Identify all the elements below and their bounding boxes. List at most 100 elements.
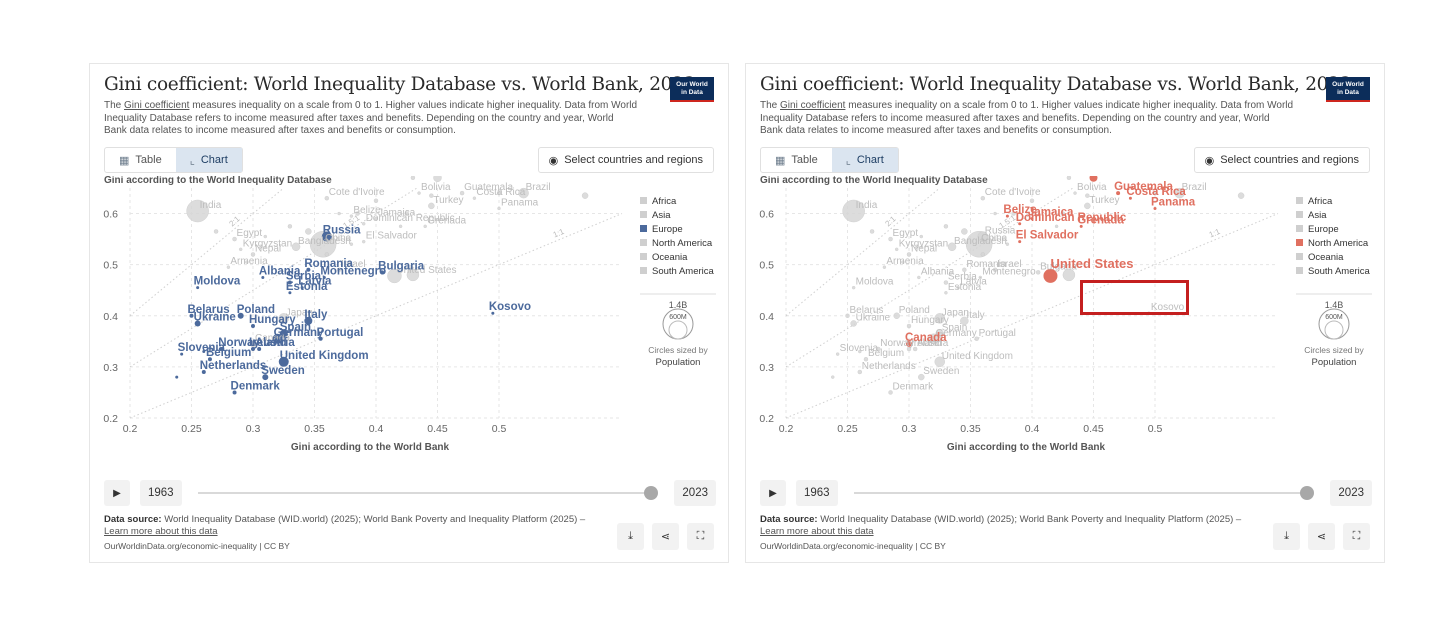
data-point[interactable] — [321, 231, 332, 242]
legend-swatch[interactable] — [1296, 225, 1303, 232]
legend-label[interactable]: Oceania — [1308, 252, 1344, 263]
legend-swatch[interactable] — [640, 225, 647, 232]
data-point[interactable] — [278, 356, 289, 367]
legend-label[interactable]: South America — [1308, 266, 1370, 277]
data-point[interactable] — [272, 333, 283, 344]
data-point[interactable] — [977, 231, 989, 242]
data-point[interactable] — [993, 211, 997, 216]
legend-swatch[interactable] — [1296, 211, 1303, 218]
data-point[interactable] — [850, 320, 857, 327]
data-point[interactable] — [278, 313, 289, 324]
data-point[interactable] — [1011, 211, 1016, 216]
fullscreen-button[interactable]: ⛶ — [687, 523, 714, 550]
data-point[interactable] — [845, 313, 850, 319]
legend-swatch[interactable] — [1296, 267, 1303, 274]
data-point[interactable] — [863, 356, 869, 362]
source-url[interactable]: OurWorldinData.org/economic-inequality |… — [104, 541, 290, 551]
data-point[interactable] — [404, 211, 409, 216]
data-point[interactable] — [1018, 222, 1022, 226]
data-point[interactable] — [180, 352, 184, 356]
data-point[interactable] — [876, 346, 881, 352]
data-point[interactable] — [428, 202, 435, 210]
share-button[interactable]: ⋖ — [652, 523, 679, 550]
data-point[interactable] — [1128, 196, 1132, 200]
data-point[interactable] — [261, 275, 265, 279]
data-point[interactable] — [1043, 268, 1058, 283]
data-point[interactable] — [322, 275, 326, 279]
legend-label[interactable]: South America — [652, 266, 714, 277]
data-point[interactable] — [429, 193, 434, 198]
data-point[interactable] — [893, 312, 900, 320]
data-point[interactable] — [906, 323, 912, 329]
data-point[interactable] — [918, 373, 925, 381]
learn-more-link[interactable]: Learn more about this data — [760, 525, 874, 537]
legend-label[interactable]: Asia — [1308, 210, 1327, 221]
data-point[interactable] — [318, 336, 323, 341]
source-url[interactable]: OurWorldinData.org/economic-inequality |… — [760, 541, 946, 551]
select-countries-button[interactable]: ◉ Select countries and regions — [1193, 147, 1370, 173]
data-point[interactable] — [249, 340, 257, 348]
legend-label[interactable]: Africa — [1308, 196, 1333, 207]
data-point[interactable] — [912, 346, 918, 352]
data-point[interactable] — [349, 214, 354, 218]
tab-chart[interactable]: ⌞ Chart — [175, 148, 242, 172]
data-point[interactable] — [287, 280, 292, 285]
legend-label[interactable]: Asia — [652, 210, 671, 221]
data-point[interactable] — [337, 211, 341, 216]
legend-swatch[interactable] — [640, 211, 647, 218]
data-point[interactable] — [287, 224, 293, 229]
data-point[interactable] — [226, 265, 231, 269]
data-point[interactable] — [213, 229, 219, 234]
data-point[interactable] — [934, 356, 945, 368]
data-point[interactable] — [1018, 240, 1022, 244]
data-point[interactable] — [906, 346, 912, 352]
data-point[interactable] — [1174, 187, 1185, 199]
data-point[interactable] — [934, 313, 945, 324]
data-point[interactable] — [349, 242, 354, 246]
data-point[interactable] — [257, 347, 262, 351]
data-point[interactable] — [175, 375, 179, 379]
data-point[interactable] — [423, 224, 427, 229]
tab-table[interactable]: ▦ Table — [761, 148, 832, 172]
data-point[interactable] — [888, 236, 893, 242]
legend-label[interactable]: Oceania — [652, 252, 688, 263]
owid-logo[interactable]: Our World in Data — [1326, 77, 1370, 102]
data-point[interactable] — [189, 313, 194, 318]
learn-more-link[interactable]: Learn more about this data — [104, 525, 218, 537]
data-point[interactable] — [901, 260, 905, 264]
data-point[interactable] — [263, 234, 268, 239]
data-point[interactable] — [906, 340, 912, 347]
timeline-start-year[interactable]: 1963 — [796, 480, 838, 506]
data-point[interactable] — [962, 267, 967, 273]
data-point[interactable] — [830, 375, 835, 379]
owid-logo[interactable]: Our World in Data — [670, 77, 714, 102]
data-point[interactable] — [835, 352, 840, 356]
data-point[interactable] — [201, 370, 206, 374]
data-point[interactable] — [1073, 191, 1077, 195]
select-countries-button[interactable]: ◉ Select countries and regions — [537, 147, 714, 173]
data-point[interactable] — [919, 234, 924, 239]
legend-swatch[interactable] — [1296, 197, 1303, 204]
data-point[interactable] — [980, 195, 986, 201]
data-point[interactable] — [857, 369, 863, 375]
data-point[interactable] — [1054, 224, 1059, 229]
data-point[interactable] — [238, 247, 243, 252]
data-point[interactable] — [906, 252, 912, 257]
data-point[interactable] — [978, 275, 983, 280]
data-point[interactable] — [196, 286, 200, 290]
data-point[interactable] — [960, 316, 969, 326]
data-point[interactable] — [232, 390, 237, 395]
legend-label[interactable]: North America — [652, 238, 713, 249]
data-point[interactable] — [361, 222, 366, 226]
data-point[interactable] — [300, 286, 304, 290]
data-point[interactable] — [417, 191, 421, 195]
legend-swatch[interactable] — [640, 253, 647, 260]
data-point[interactable] — [237, 312, 244, 319]
data-point[interactable] — [306, 267, 311, 272]
gini-coefficient-link[interactable]: Gini coefficient — [124, 100, 190, 111]
data-point[interactable] — [1005, 214, 1009, 218]
data-point[interactable] — [374, 216, 378, 221]
data-point[interactable] — [1089, 176, 1098, 182]
data-point[interactable] — [355, 211, 360, 216]
data-point[interactable] — [410, 176, 416, 181]
